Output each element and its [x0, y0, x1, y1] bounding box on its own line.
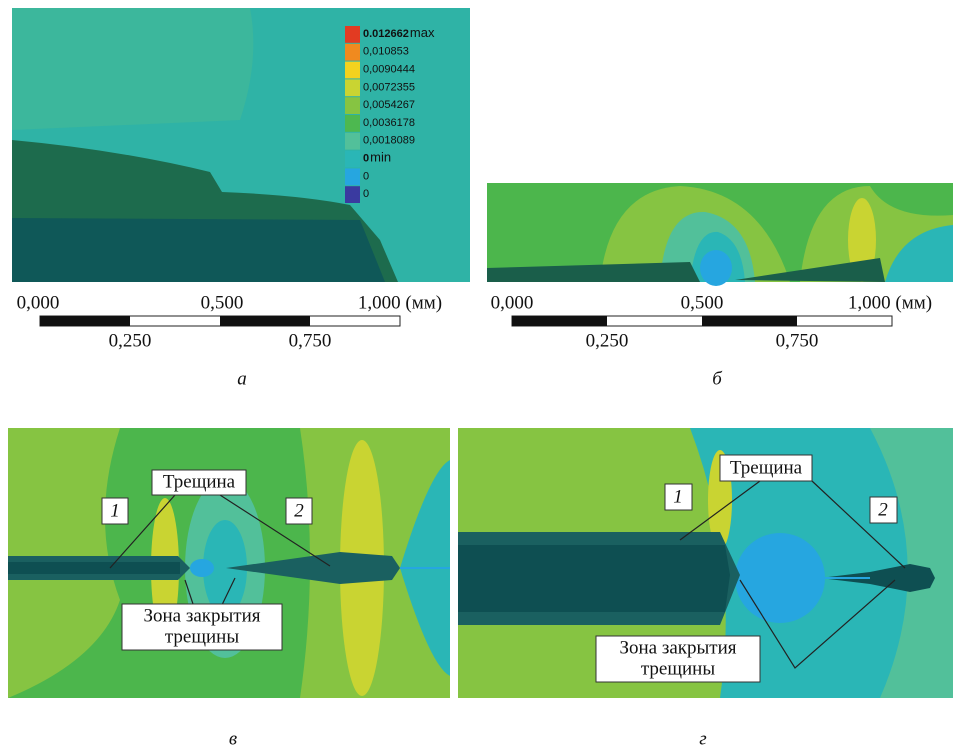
legend-label: 0min	[363, 150, 391, 165]
figure: 0.012662max0,0108530,00904440,00723550,0…	[0, 0, 964, 752]
legend-swatch	[345, 62, 360, 79]
legend-swatch	[345, 186, 360, 203]
legend-label: 0,010853	[363, 46, 409, 58]
legend-label: 0,0018089	[363, 135, 415, 147]
panel-label: а	[237, 368, 247, 389]
panel-label: в	[229, 728, 237, 749]
legend-swatch	[345, 133, 360, 150]
annotation: 1	[110, 500, 120, 521]
legend-swatch	[345, 168, 360, 185]
annotation: трещины	[165, 626, 239, 647]
legend-swatch	[345, 97, 360, 114]
legend-value: 0,0072355	[363, 81, 415, 93]
annotation: трещины	[641, 658, 715, 679]
scale-label: 0,000	[17, 292, 60, 313]
legend-suffix: max	[410, 25, 435, 40]
legend-swatch	[345, 151, 360, 168]
annotation: Трещина	[163, 471, 236, 492]
legend-value: 0	[363, 188, 369, 200]
legend-value: 0,0018089	[363, 135, 415, 147]
legend-swatch	[345, 44, 360, 61]
legend-label: 0.012662max	[363, 25, 435, 40]
legend-label: 0	[363, 170, 369, 182]
legend-value: 0,010853	[363, 46, 409, 58]
legend-label: 0,0090444	[363, 63, 415, 75]
legend-value: 0,0036178	[363, 117, 415, 129]
legend-value: 0.012662	[363, 28, 409, 40]
scale-label: 0,750	[776, 330, 819, 351]
legend-label: 0,0054267	[363, 99, 415, 111]
scale-label: 0,250	[109, 330, 152, 351]
panel-v-plot	[8, 428, 450, 698]
annotation: 1	[673, 486, 683, 507]
scale-label: 1,000 (мм)	[848, 292, 932, 313]
legend-label: 0,0036178	[363, 117, 415, 129]
scale-label: 0,000	[491, 292, 534, 313]
legend-value: 0	[363, 152, 369, 164]
scale-bar-b	[512, 316, 892, 326]
legend-swatch	[345, 115, 360, 132]
annotation: Зона закрытия	[143, 605, 260, 626]
annotation: 2	[294, 500, 304, 521]
legend-label: 0	[363, 188, 369, 200]
scale-label: 0,500	[201, 292, 244, 313]
panel-label: г	[699, 728, 706, 749]
scale-label: 1,000 (мм)	[358, 292, 442, 313]
legend-label: 0,0072355	[363, 81, 415, 93]
scale-label: 0,250	[586, 330, 629, 351]
legend-swatch	[345, 79, 360, 96]
legend-value: 0	[363, 170, 369, 182]
panel-label: б	[712, 368, 723, 389]
panel-b-plot	[487, 183, 953, 286]
scale-label: 0,750	[289, 330, 332, 351]
scale-label: 0,500	[681, 292, 724, 313]
annotation: 2	[878, 499, 888, 520]
annotation: Зона закрытия	[619, 637, 736, 658]
legend-swatch	[345, 26, 360, 43]
legend-suffix: min	[370, 150, 391, 165]
legend-value: 0,0090444	[363, 63, 415, 75]
legend-value: 0,0054267	[363, 99, 415, 111]
annotation: Трещина	[730, 457, 803, 478]
scale-bar-a	[40, 316, 400, 326]
